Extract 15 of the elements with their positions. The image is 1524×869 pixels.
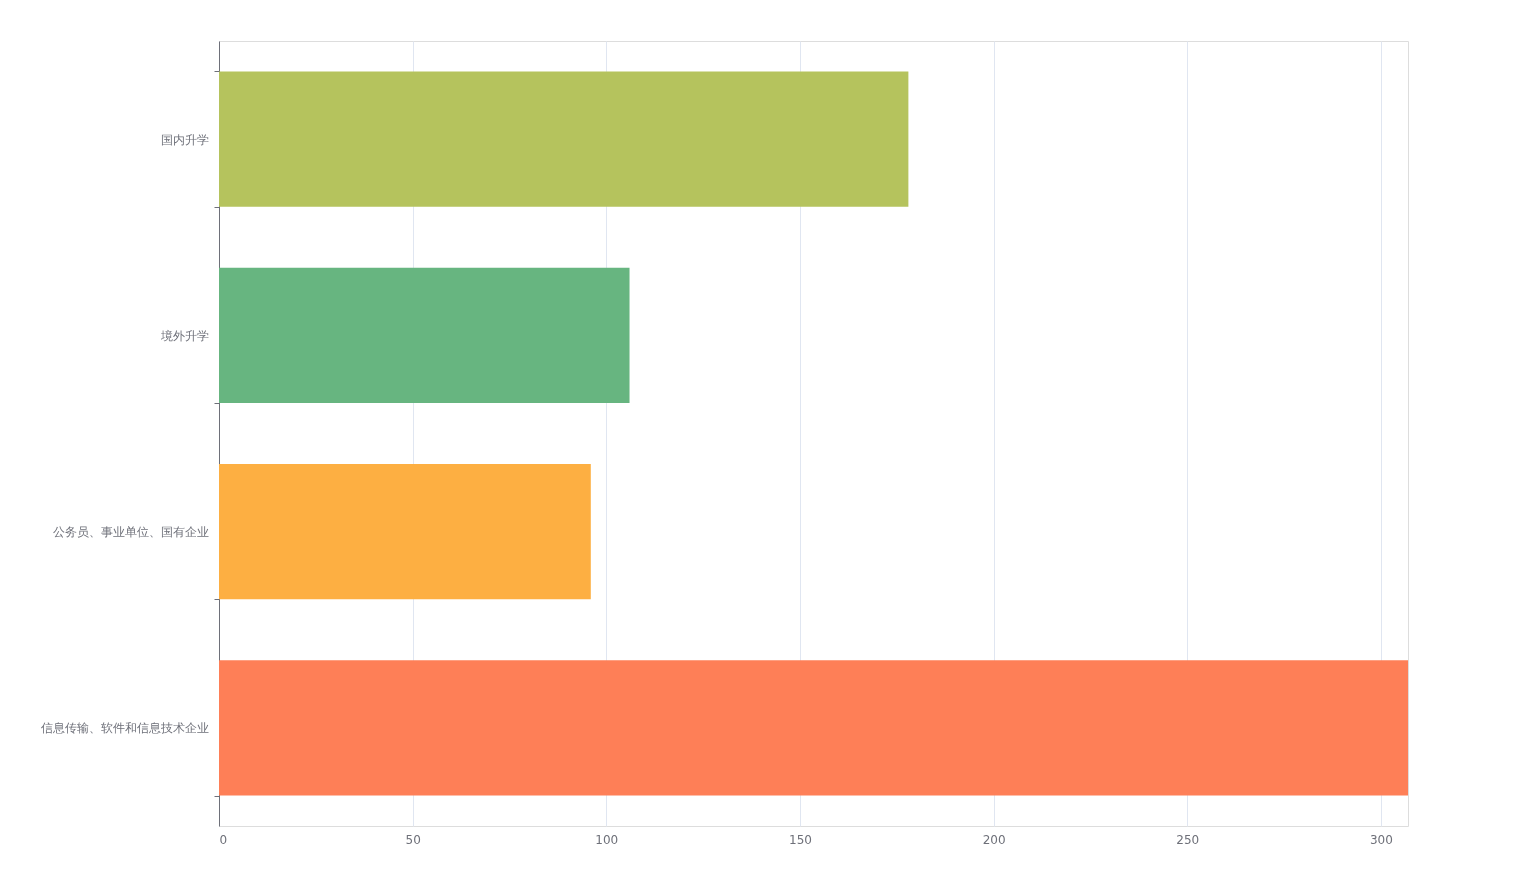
y-tick-label: 信息传输、软件和信息技术企业 bbox=[40, 721, 209, 736]
bar bbox=[219, 463, 591, 600]
x-tick-label: 200 bbox=[982, 832, 1006, 847]
x-tick-label: 150 bbox=[788, 832, 812, 847]
x-tick-label: 50 bbox=[405, 832, 421, 847]
x-tick-label: 250 bbox=[1176, 832, 1200, 847]
bar bbox=[219, 660, 1408, 796]
y-tick-label: 境外升学 bbox=[159, 328, 209, 343]
x-tick-label: 100 bbox=[595, 832, 619, 847]
y-tick-label: 公务员、事业单位、国有企业 bbox=[52, 525, 209, 540]
x-tick-label: 300 bbox=[1369, 832, 1393, 847]
bar bbox=[219, 71, 909, 207]
x-tick-label: 0 bbox=[219, 832, 228, 847]
y-tick-label: 国内升学 bbox=[160, 132, 209, 147]
bar bbox=[219, 267, 630, 404]
